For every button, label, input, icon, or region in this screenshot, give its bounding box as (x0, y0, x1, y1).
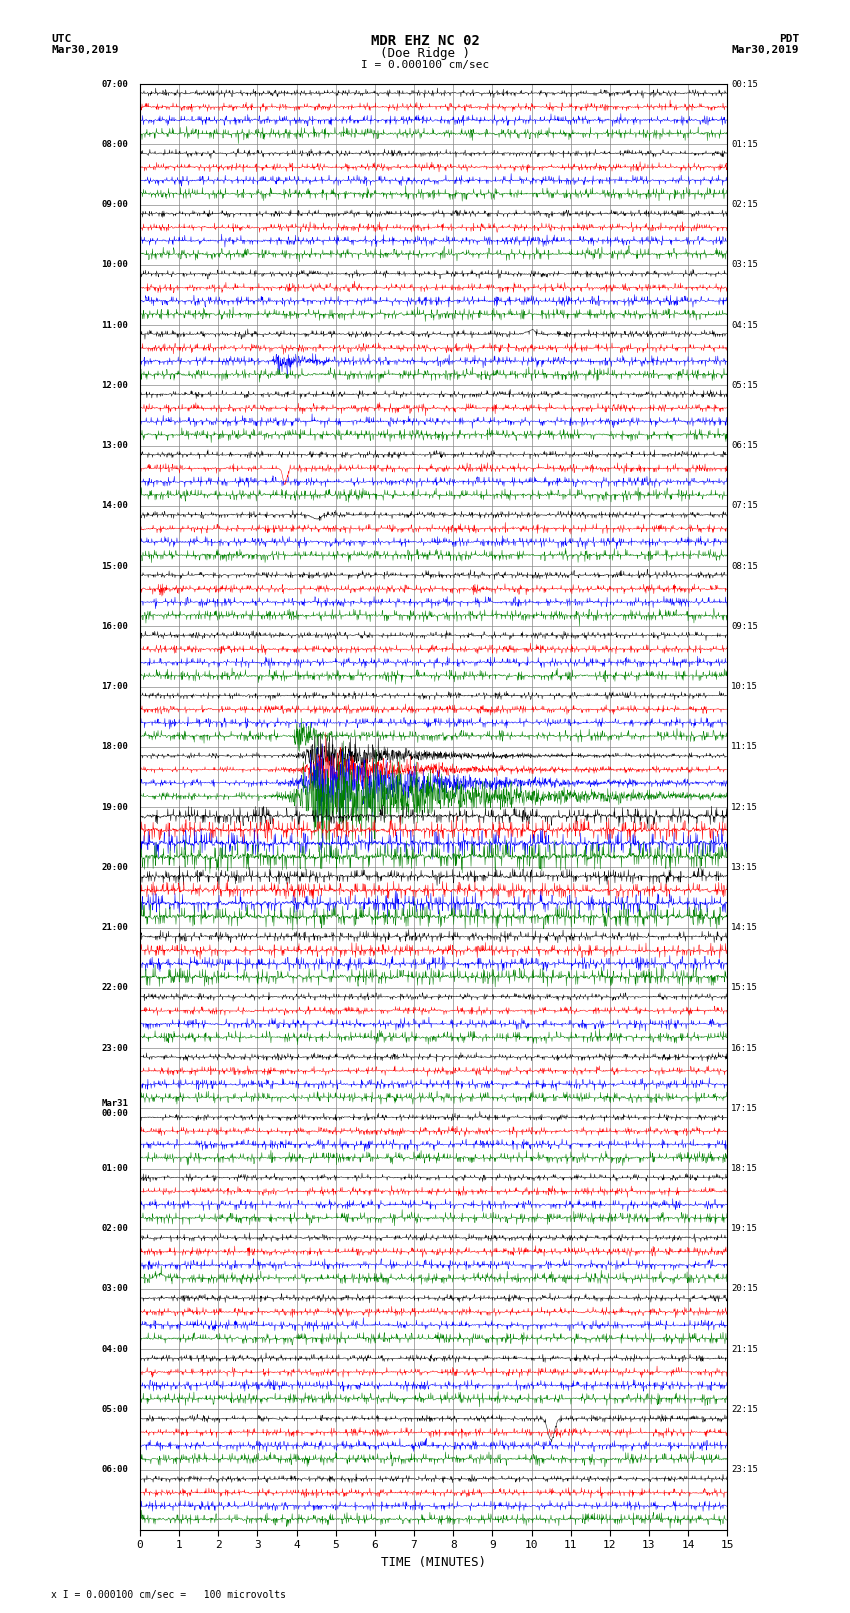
Text: 19:15: 19:15 (731, 1224, 758, 1234)
Text: 17:15: 17:15 (731, 1103, 758, 1113)
Text: 00:15: 00:15 (731, 79, 758, 89)
Text: 13:15: 13:15 (731, 863, 758, 871)
Text: 22:15: 22:15 (731, 1405, 758, 1415)
Text: 01:00: 01:00 (101, 1165, 128, 1173)
Text: Mar31
00:00: Mar31 00:00 (101, 1098, 128, 1118)
Text: 06:15: 06:15 (731, 440, 758, 450)
Text: (Doe Ridge ): (Doe Ridge ) (380, 47, 470, 60)
Text: 04:15: 04:15 (731, 321, 758, 329)
Text: 03:15: 03:15 (731, 260, 758, 269)
Text: 15:15: 15:15 (731, 984, 758, 992)
Text: 18:15: 18:15 (731, 1165, 758, 1173)
Text: 17:00: 17:00 (101, 682, 128, 690)
Text: UTC
Mar30,2019: UTC Mar30,2019 (51, 34, 118, 55)
Text: 09:00: 09:00 (101, 200, 128, 210)
Text: 01:15: 01:15 (731, 140, 758, 148)
Text: PDT
Mar30,2019: PDT Mar30,2019 (732, 34, 799, 55)
Text: 16:00: 16:00 (101, 621, 128, 631)
Text: 19:00: 19:00 (101, 803, 128, 811)
Text: 10:15: 10:15 (731, 682, 758, 690)
Text: 14:00: 14:00 (101, 502, 128, 510)
Text: 09:15: 09:15 (731, 621, 758, 631)
Text: 05:00: 05:00 (101, 1405, 128, 1415)
Text: 02:15: 02:15 (731, 200, 758, 210)
Text: 02:00: 02:00 (101, 1224, 128, 1234)
Text: 11:00: 11:00 (101, 321, 128, 329)
Text: 12:00: 12:00 (101, 381, 128, 390)
Text: 08:00: 08:00 (101, 140, 128, 148)
Text: 12:15: 12:15 (731, 803, 758, 811)
Text: 04:00: 04:00 (101, 1345, 128, 1353)
Text: MDR EHZ NC 02: MDR EHZ NC 02 (371, 34, 479, 48)
Text: 21:15: 21:15 (731, 1345, 758, 1353)
Text: 20:00: 20:00 (101, 863, 128, 871)
Text: 03:00: 03:00 (101, 1284, 128, 1294)
Text: I = 0.000100 cm/sec: I = 0.000100 cm/sec (361, 60, 489, 69)
Text: 23:00: 23:00 (101, 1044, 128, 1053)
X-axis label: TIME (MINUTES): TIME (MINUTES) (381, 1557, 486, 1569)
Text: 18:00: 18:00 (101, 742, 128, 752)
Text: 07:00: 07:00 (101, 79, 128, 89)
Text: 21:00: 21:00 (101, 923, 128, 932)
Text: 15:00: 15:00 (101, 561, 128, 571)
Text: x I = 0.000100 cm/sec =   100 microvolts: x I = 0.000100 cm/sec = 100 microvolts (51, 1590, 286, 1600)
Text: 08:15: 08:15 (731, 561, 758, 571)
Text: 20:15: 20:15 (731, 1284, 758, 1294)
Text: 23:15: 23:15 (731, 1465, 758, 1474)
Text: 06:00: 06:00 (101, 1465, 128, 1474)
Text: 11:15: 11:15 (731, 742, 758, 752)
Text: 14:15: 14:15 (731, 923, 758, 932)
Text: 16:15: 16:15 (731, 1044, 758, 1053)
Text: 05:15: 05:15 (731, 381, 758, 390)
Text: 07:15: 07:15 (731, 502, 758, 510)
Text: 13:00: 13:00 (101, 440, 128, 450)
Text: 10:00: 10:00 (101, 260, 128, 269)
Text: 22:00: 22:00 (101, 984, 128, 992)
